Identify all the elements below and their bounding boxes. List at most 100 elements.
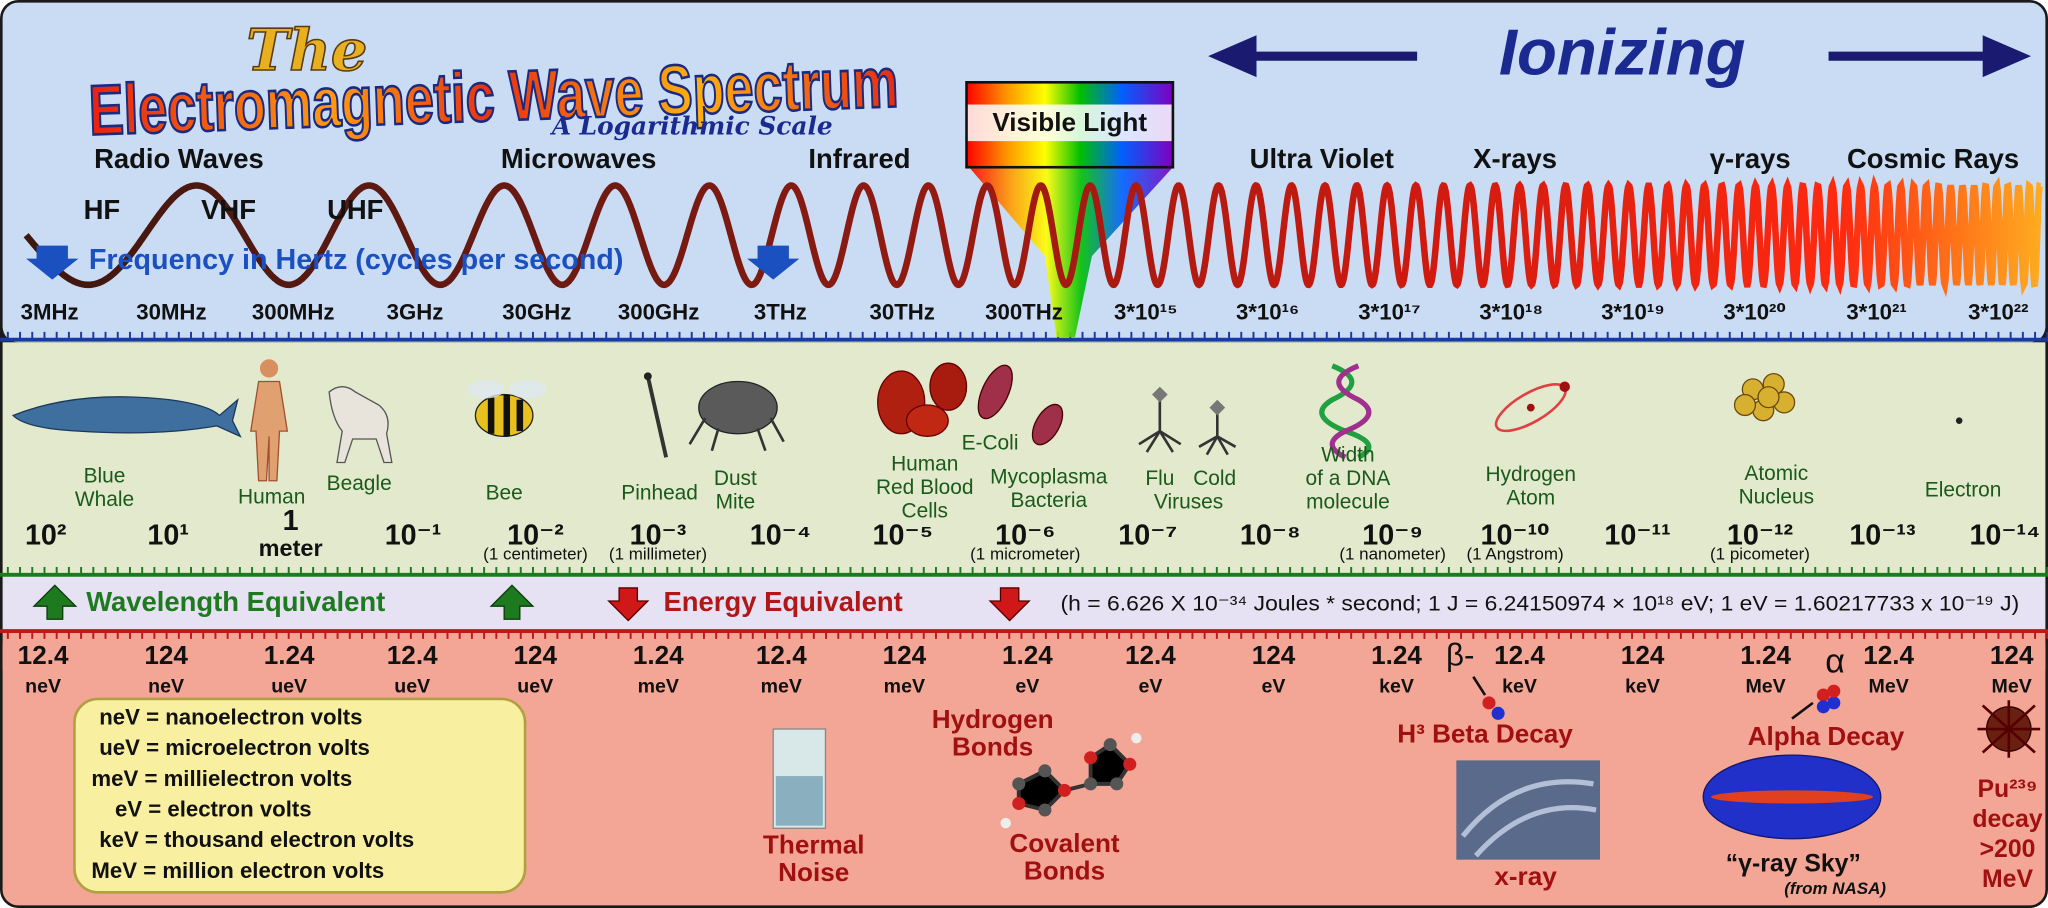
wavelength-tick: 10⁻⁴ <box>750 520 811 552</box>
frequency-tick: 3*10²⁰ <box>1723 299 1786 324</box>
gamma-sky-band <box>1711 790 1873 804</box>
energy-example: >200 <box>1980 836 2036 863</box>
dna-strand <box>1329 363 1372 460</box>
beta-particle <box>1491 706 1505 720</box>
wavelength-note: (1 Angstrom) <box>1467 545 1564 564</box>
wavelength-note: (1 nanometer) <box>1339 545 1446 564</box>
band-label: Cosmic Rays <box>1847 143 2019 174</box>
pin-head <box>643 372 652 381</box>
whale-icon <box>11 396 242 438</box>
alpha-particle <box>1816 688 1830 702</box>
energy-tick-value: 12.4 <box>1863 640 1914 670</box>
wavelength-tick: 10² <box>25 520 67 552</box>
energy-tick-value: 1.24 <box>633 640 684 670</box>
frequency-tick: 3MHz <box>21 299 79 324</box>
radio-subband: VHF <box>201 194 256 225</box>
energy-tick-unit: MeV <box>1869 675 1909 697</box>
frequency-tick: 3*10¹⁸ <box>1479 299 1543 324</box>
wavelength-label: Wavelength Equivalent <box>86 586 385 617</box>
unit-legend-entry: ueV = microelectron volts <box>99 735 370 760</box>
energy-label: Energy Equivalent <box>664 586 903 617</box>
beta-arrow <box>1472 676 1487 696</box>
wavelength-tick: 10⁻⁵ <box>873 520 934 552</box>
energy-tick-value: 124 <box>883 640 927 670</box>
wavelength-unit: meter <box>259 535 323 561</box>
up-arrow <box>489 584 535 620</box>
up-arrow <box>32 584 78 620</box>
wavelength-note: (1 centimeter) <box>483 545 588 564</box>
object-label: molecule <box>1306 491 1390 514</box>
human-body <box>250 380 289 482</box>
frequency-tick: 30MHz <box>136 299 206 324</box>
band-label: X-rays <box>1473 143 1557 174</box>
wavelength-note: (1 picometer) <box>1710 545 1810 564</box>
object-label: Mite <box>716 491 755 514</box>
object-label: Human <box>891 453 958 476</box>
human-icon <box>259 359 279 378</box>
object-label: Beagle <box>327 472 392 495</box>
band-label: Microwaves <box>501 143 656 174</box>
object-label: Cold <box>1193 467 1236 490</box>
energy-tick-unit: eV <box>1138 675 1162 697</box>
visible-funnel <box>969 167 1173 338</box>
energy-tick-unit: meV <box>761 675 802 697</box>
wavelength-tick: 10¹ <box>147 520 189 552</box>
energy-tick-value: 12.4 <box>1125 640 1176 670</box>
energy-tick-unit: ueV <box>517 675 553 697</box>
subtitle: A Logarithmic Scale <box>550 112 833 141</box>
alpha-particle <box>1816 700 1830 714</box>
energy-example: H³ Beta Decay <box>1397 718 1573 748</box>
energy-tick-value: 1.24 <box>264 640 315 670</box>
unit-legend-box <box>73 697 527 894</box>
beagle-icon <box>328 386 393 464</box>
alpha-arrow <box>1791 701 1814 720</box>
arrow-head <box>1208 35 1257 78</box>
energy-tick-unit: keV <box>1502 675 1537 697</box>
mite-icon <box>698 380 778 435</box>
wavelength-tick: 10⁻¹⁴ <box>1969 520 2040 552</box>
energy-example: MeV <box>1982 866 2033 893</box>
beaker-water <box>775 776 823 826</box>
frequency-tick: 3*10²² <box>1968 299 2028 324</box>
arrow-head <box>1982 35 2032 78</box>
molecule-atoms <box>1000 732 1142 829</box>
energy-tick-unit: neV <box>148 675 184 697</box>
unit-legend-entry: keV = thousand electron volts <box>99 827 414 852</box>
alpha-particle <box>1827 696 1841 710</box>
wavelength-note: (1 millimeter) <box>609 545 707 564</box>
object-label: Human <box>238 485 305 508</box>
ecoli-icon <box>977 364 1013 420</box>
down-arrow <box>607 587 650 622</box>
unit-legend-entry: eV = electron volts <box>115 797 312 822</box>
wavelength-tick: 10⁻² <box>507 520 564 552</box>
object-label: Hydrogen <box>1485 463 1576 486</box>
hydrogen-electron <box>1559 381 1570 392</box>
frequency-tick: 3THz <box>754 299 807 324</box>
energy-example: α <box>1825 643 1845 681</box>
energy-tick-value: 1.24 <box>1002 640 1053 670</box>
unit-legend: neV = nanoelectron volts ueV = microelect… <box>91 704 414 883</box>
constants-note: (h = 6.626 X 10⁻³⁴ Joules * second; 1 J … <box>1061 592 2020 615</box>
down-arrow <box>26 245 79 280</box>
hydrogen-icon <box>1526 403 1535 412</box>
energy-example: Thermal <box>763 829 865 859</box>
energy-tick-unit: keV <box>1379 675 1414 697</box>
energy-tick-unit: MeV <box>1992 675 2032 697</box>
wavelength-tick: 10⁻⁸ <box>1240 520 1301 552</box>
wavelength-note: (1 micrometer) <box>970 545 1080 564</box>
down-arrow <box>988 587 1031 622</box>
object-label: Atomic <box>1744 462 1808 485</box>
object-label: Red Blood <box>876 476 974 499</box>
object-label: Dust <box>714 467 757 490</box>
band-label: γ-rays <box>1710 143 1791 174</box>
alpha-particle <box>1827 684 1841 698</box>
energy-example: Alpha Decay <box>1748 721 1905 751</box>
energy-tick-unit: keV <box>1625 675 1660 697</box>
object-icons <box>11 359 1963 482</box>
down-arrow <box>747 245 800 280</box>
wavelength-tick: 10⁻⁷ <box>1118 520 1177 552</box>
energy-tick-value: 124 <box>513 640 557 670</box>
frequency-tick: 300MHz <box>252 299 335 324</box>
frequency-tick: 3GHz <box>387 299 444 324</box>
xray-streaks <box>1460 779 1597 858</box>
